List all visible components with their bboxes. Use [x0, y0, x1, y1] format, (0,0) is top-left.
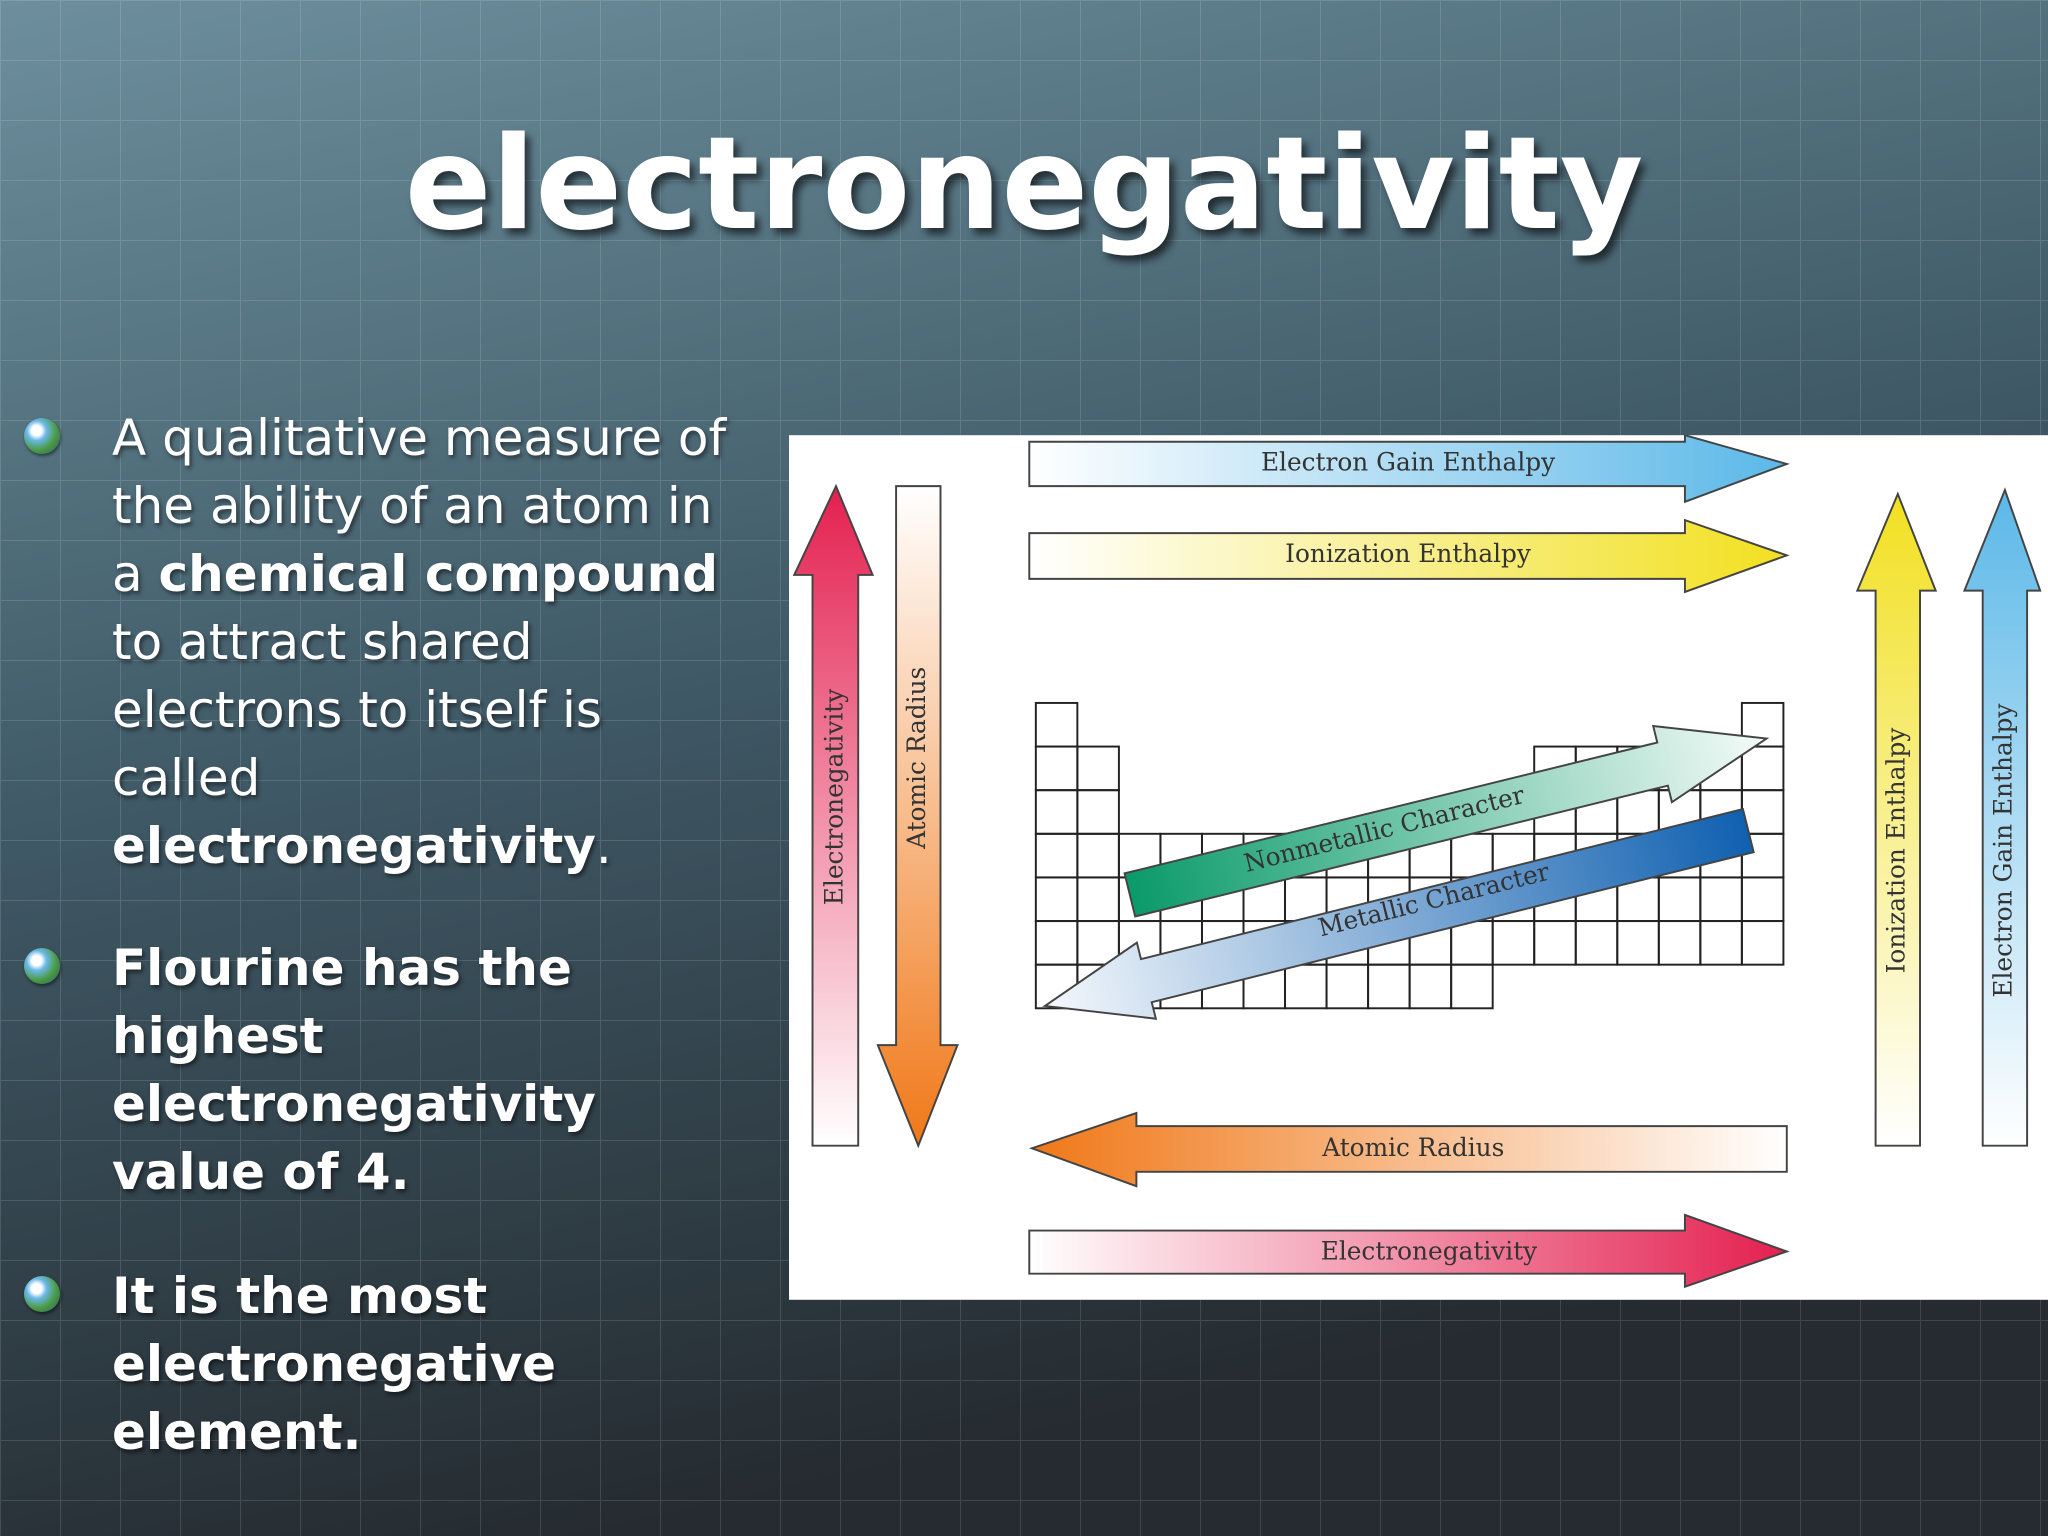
bullet-segment: A qualitative measure of the ability of … [112, 409, 727, 603]
arrow-label: Electronegativity [1321, 1236, 1537, 1265]
arrow [1962, 487, 2042, 1147]
bullet-text: A qualitative measure of the ability of … [112, 404, 752, 880]
bullet-segment: to attract shared electrons to itself is… [112, 613, 602, 807]
bullet-icon [24, 948, 60, 984]
table-cell [1450, 963, 1494, 1010]
arrow-label: Atomic Radius [902, 667, 931, 850]
bullet-segment: chemical compound [158, 545, 719, 603]
bullet-icon [24, 1276, 60, 1312]
bullet-segment: . [595, 817, 612, 875]
arrow-label: Electronegativity [820, 689, 849, 905]
arrow [1028, 435, 1790, 504]
periodic-trends-diagram: Electron Gain Enthalpy Ionization Enthal… [789, 435, 2048, 1300]
arrow [1855, 491, 1938, 1147]
bullet-text: It is the most electronegative element. [112, 1262, 752, 1466]
slide-title: electronegativity [404, 110, 1644, 259]
arrow [1123, 724, 1770, 918]
arrow-label: Atomic Radius [1321, 1133, 1504, 1162]
bullet-segment: electronegativity [112, 817, 596, 875]
arrow [792, 483, 875, 1147]
arrow [1042, 807, 1755, 1020]
bullet-text: Flourine has the highest electronegativi… [112, 934, 752, 1206]
bullet-segment: Flourine has the highest electronegativi… [112, 939, 596, 1201]
arrow [876, 485, 959, 1149]
arrow [1028, 1213, 1790, 1289]
bullet-segment: It is the most electronegative element. [112, 1267, 557, 1461]
table-cell [1740, 920, 1785, 966]
arrow [1028, 518, 1790, 594]
arrow-label: Ionization Enthalpy [1285, 539, 1531, 568]
arrow-label: Electron Gain Enthalpy [1988, 703, 2017, 997]
arrow-label: Ionization Enthalpy [1881, 728, 1910, 974]
arrow-label: Electron Gain Enthalpy [1261, 447, 1555, 476]
arrow [1028, 1111, 1788, 1188]
bullet-icon [24, 418, 60, 454]
